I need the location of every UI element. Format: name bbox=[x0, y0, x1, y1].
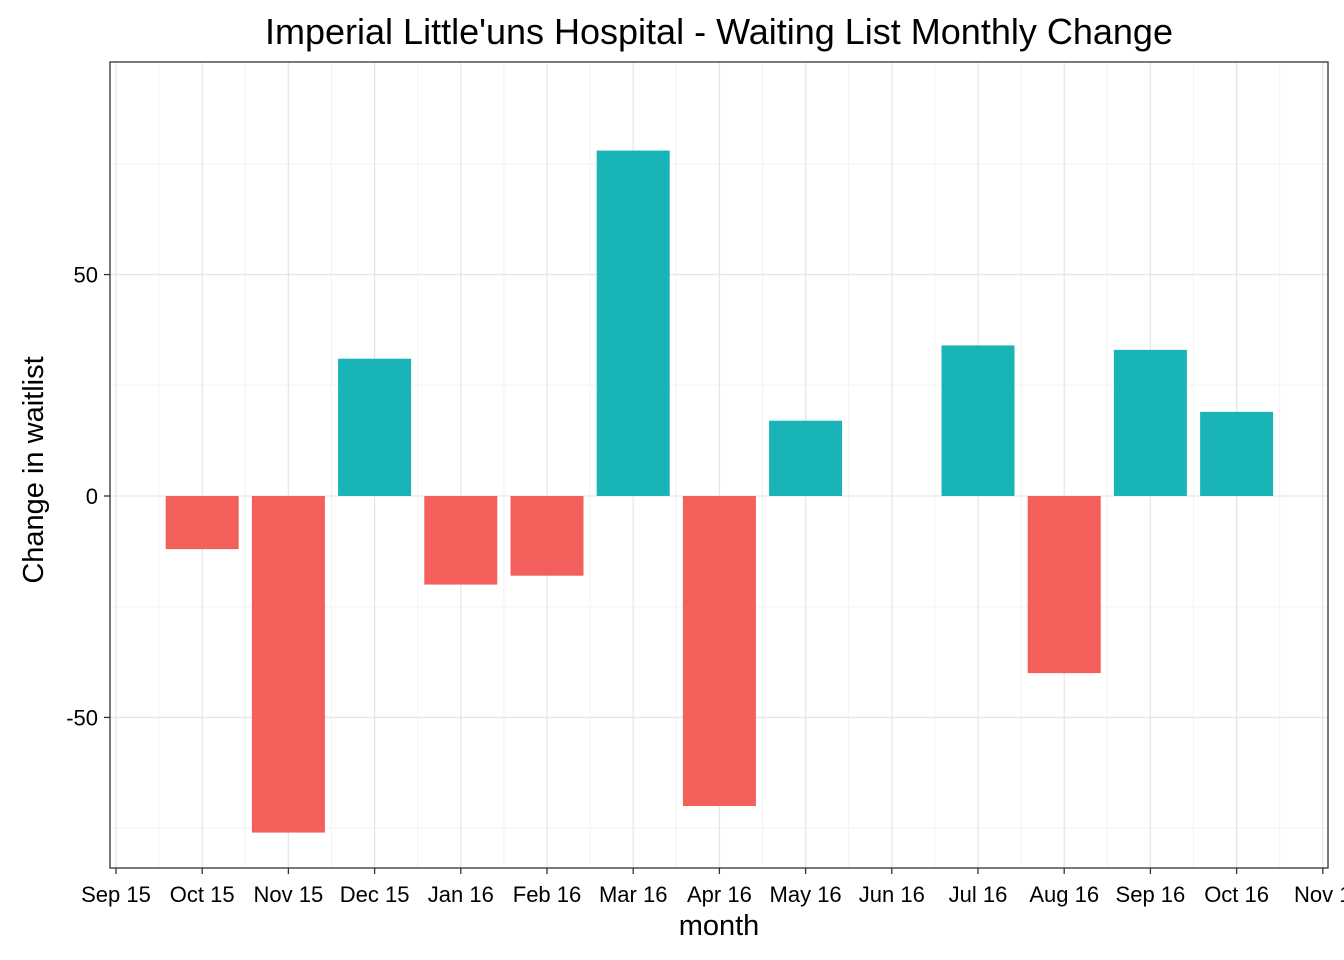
bar-may-16 bbox=[769, 420, 843, 496]
x-axis-label: month bbox=[678, 910, 760, 942]
bar-apr-16 bbox=[682, 496, 756, 806]
bar-mar-16 bbox=[596, 150, 670, 497]
x-tick-label: Oct 16 bbox=[1204, 882, 1269, 907]
bar-oct-16 bbox=[1200, 411, 1274, 496]
x-tick-label: Sep 16 bbox=[1116, 882, 1186, 907]
chart-title: Imperial Little'uns Hospital - Waiting L… bbox=[265, 11, 1173, 52]
bar-jul-16 bbox=[941, 345, 1015, 496]
x-tick-label: Aug 16 bbox=[1029, 882, 1099, 907]
y-tick-label: 0 bbox=[86, 484, 98, 509]
y-tick-label: 50 bbox=[74, 263, 98, 288]
bar-oct-15 bbox=[165, 496, 239, 550]
bar-aug-16 bbox=[1027, 496, 1101, 674]
x-tick-label: Mar 16 bbox=[599, 882, 667, 907]
x-tick-label: Jul 16 bbox=[949, 882, 1008, 907]
bar-jan-16 bbox=[424, 496, 498, 585]
x-tick-label: Jan 16 bbox=[428, 882, 494, 907]
x-tick-label: Sep 15 bbox=[81, 882, 151, 907]
bar-sep-16 bbox=[1113, 349, 1187, 496]
x-tick-label: Nov 15 bbox=[254, 882, 324, 907]
x-tick-label: Feb 16 bbox=[513, 882, 582, 907]
x-tick-label: Apr 16 bbox=[687, 882, 752, 907]
y-tick-label: -50 bbox=[66, 705, 98, 730]
x-tick-label: Jun 16 bbox=[859, 882, 925, 907]
bar-dec-15 bbox=[338, 358, 412, 496]
x-tick-label: May 16 bbox=[770, 882, 842, 907]
y-axis-label: Change in waitlist bbox=[18, 356, 50, 584]
bar-feb-16 bbox=[510, 496, 584, 576]
x-tick-label: Dec 15 bbox=[340, 882, 410, 907]
x-tick-label: Nov 1 bbox=[1294, 882, 1344, 907]
bar-nov-15 bbox=[251, 496, 325, 833]
x-tick-label: Oct 15 bbox=[170, 882, 235, 907]
